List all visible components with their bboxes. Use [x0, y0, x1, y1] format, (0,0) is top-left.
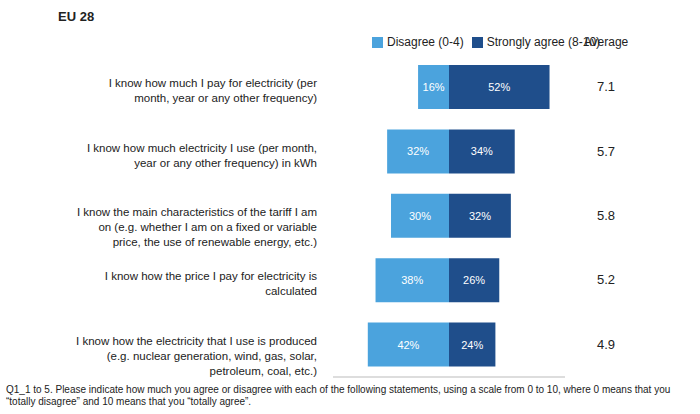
- html-text:4.9: 4.9: [597, 336, 615, 352]
- svg-text:32%: 32%: [407, 145, 429, 157]
- svg-text:52%: 52%: [488, 81, 510, 93]
- svg-text:I know the main characteristic: I know the main characteristics of the t…: [77, 206, 317, 248]
- html-text:Disagree (0-4): Disagree (0-4): [387, 35, 464, 49]
- svg-text:I know how the electricity tha: I know how the electricity that I use is…: [76, 335, 317, 377]
- html-text:Average: Average: [583, 35, 629, 49]
- html-text:7.1: 7.1: [597, 79, 615, 95]
- html-text:5.7: 5.7: [597, 143, 615, 159]
- svg-text:38%: 38%: [401, 274, 423, 286]
- html-text:EU 28: EU 28: [58, 9, 95, 24]
- svg-text:I know how much electricity I: I know how much electricity I use (per m…: [87, 142, 317, 169]
- svg-text:32%: 32%: [469, 210, 491, 222]
- html-text:Strongly agree (8-10): Strongly agree (8-10): [486, 35, 601, 49]
- html-text:5.8: 5.8: [597, 208, 615, 223]
- svg-text:34%: 34%: [471, 145, 493, 157]
- svg-text:16%: 16%: [423, 81, 445, 93]
- svg-text:I know how the price I pay for: I know how the price I pay for electrici…: [105, 270, 317, 297]
- svg-text:42%: 42%: [397, 339, 419, 351]
- html-text:Q1_1 to 5. Please indicate how: Q1_1 to 5. Please indicate how much you …: [6, 384, 671, 407]
- html-text:5.2: 5.2: [597, 272, 615, 288]
- svg-text:I know how much I pay for elec: I know how much I pay for electricity (p…: [109, 77, 318, 104]
- svg-text:30%: 30%: [409, 210, 431, 222]
- svg-text:26%: 26%: [463, 274, 485, 286]
- svg-text:24%: 24%: [461, 339, 483, 351]
